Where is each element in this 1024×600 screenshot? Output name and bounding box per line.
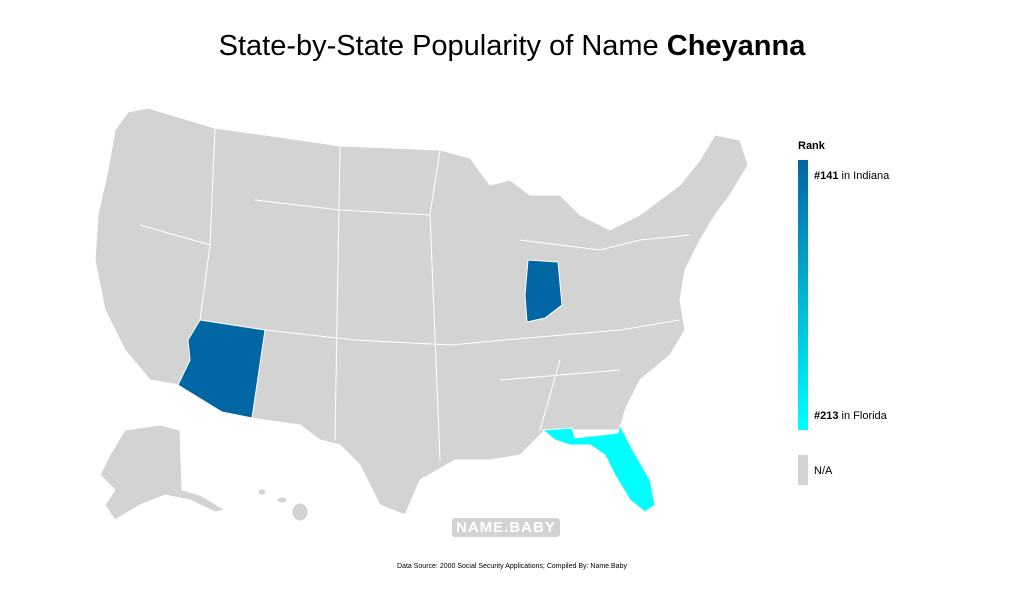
state bbox=[541, 423, 656, 513]
legend-top-rank: #141 bbox=[814, 170, 839, 182]
legend-top: #141 in Indiana bbox=[814, 170, 889, 182]
legend-top-text: in Indiana bbox=[841, 170, 890, 182]
state-border bbox=[264, 329, 506, 346]
legend-bottom-rank: #213 bbox=[814, 410, 839, 422]
title-name: Cheyanna bbox=[666, 30, 806, 62]
title: State-by-State Popularity of Name Cheyan… bbox=[0, 30, 1024, 63]
states-base bbox=[94, 107, 749, 522]
legend-na: N/A bbox=[814, 465, 833, 477]
legend-gradient bbox=[798, 160, 808, 430]
source: Data Source: 2000 Social Security Applic… bbox=[397, 563, 627, 570]
legend-bottom: #213 in Florida bbox=[814, 410, 887, 422]
state-border bbox=[429, 214, 441, 461]
state-border bbox=[504, 319, 681, 341]
hawaii bbox=[291, 502, 309, 522]
state-border bbox=[519, 234, 691, 251]
state-border bbox=[254, 149, 441, 216]
state-border bbox=[539, 359, 561, 431]
state bbox=[524, 259, 563, 323]
legend-na-swatch bbox=[798, 455, 808, 485]
state-border bbox=[499, 369, 621, 381]
state bbox=[177, 319, 266, 419]
state-border bbox=[334, 145, 341, 441]
ranked-states bbox=[177, 259, 656, 513]
state-border bbox=[199, 244, 211, 321]
alaska bbox=[99, 424, 227, 521]
title-prefix: State-by-State Popularity of Name bbox=[218, 30, 659, 62]
legend-title: Rank bbox=[798, 140, 825, 152]
legend-bottom-text: in Florida bbox=[841, 410, 887, 422]
watermark: NAME.BABY bbox=[452, 518, 560, 537]
hawaii bbox=[276, 496, 288, 504]
hawaii bbox=[257, 488, 267, 496]
